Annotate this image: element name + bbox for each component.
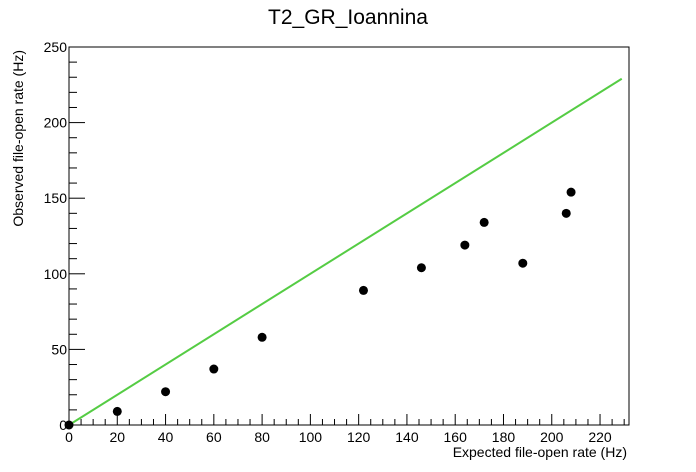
tick-labels: 0 20 40 60 80 100 120 140 160 180 200 220 0 50 100 150 2…	[44, 39, 612, 445]
y-axis-label: Observed file-open rate (Hz)	[10, 50, 26, 227]
data-point	[479, 217, 489, 227]
x-tick-label: 80	[254, 429, 270, 445]
axis-ticks	[68, 46, 625, 426]
x-tick-label: 180	[492, 429, 516, 445]
data-point	[416, 263, 426, 273]
x-tick-label: 20	[109, 429, 125, 445]
data-point	[358, 285, 368, 295]
y-tick-label: 100	[44, 266, 68, 282]
data-point	[112, 406, 122, 416]
data-point	[64, 420, 74, 430]
x-tick-label: 120	[347, 429, 371, 445]
data-points	[64, 187, 576, 430]
data-point	[518, 258, 528, 268]
x-axis-label: Expected file-open rate (Hz)	[453, 444, 627, 460]
x-tick-label: 200	[540, 429, 564, 445]
x-tick-label: 100	[299, 429, 323, 445]
x-tick-label: 140	[395, 429, 419, 445]
data-point	[561, 208, 571, 218]
y-tick-label: 200	[44, 115, 68, 131]
data-point	[209, 364, 219, 374]
x-tick-label: 60	[206, 429, 222, 445]
chart-title: T2_GR_Ioannina	[268, 6, 428, 29]
y-tick-label: 150	[44, 190, 68, 206]
data-point	[460, 240, 470, 250]
x-tick-label: 220	[588, 429, 612, 445]
plot-frame	[68, 46, 630, 426]
x-tick-label: 0	[65, 429, 73, 445]
data-point	[161, 387, 171, 397]
x-tick-label: 160	[444, 429, 468, 445]
y-tick-label: 0	[59, 417, 67, 433]
data-point	[257, 332, 267, 342]
y-tick-label: 250	[44, 39, 68, 55]
x-tick-label: 40	[158, 429, 174, 445]
reference-line	[68, 77, 623, 426]
data-point	[566, 187, 576, 197]
y-tick-label: 50	[51, 341, 67, 357]
